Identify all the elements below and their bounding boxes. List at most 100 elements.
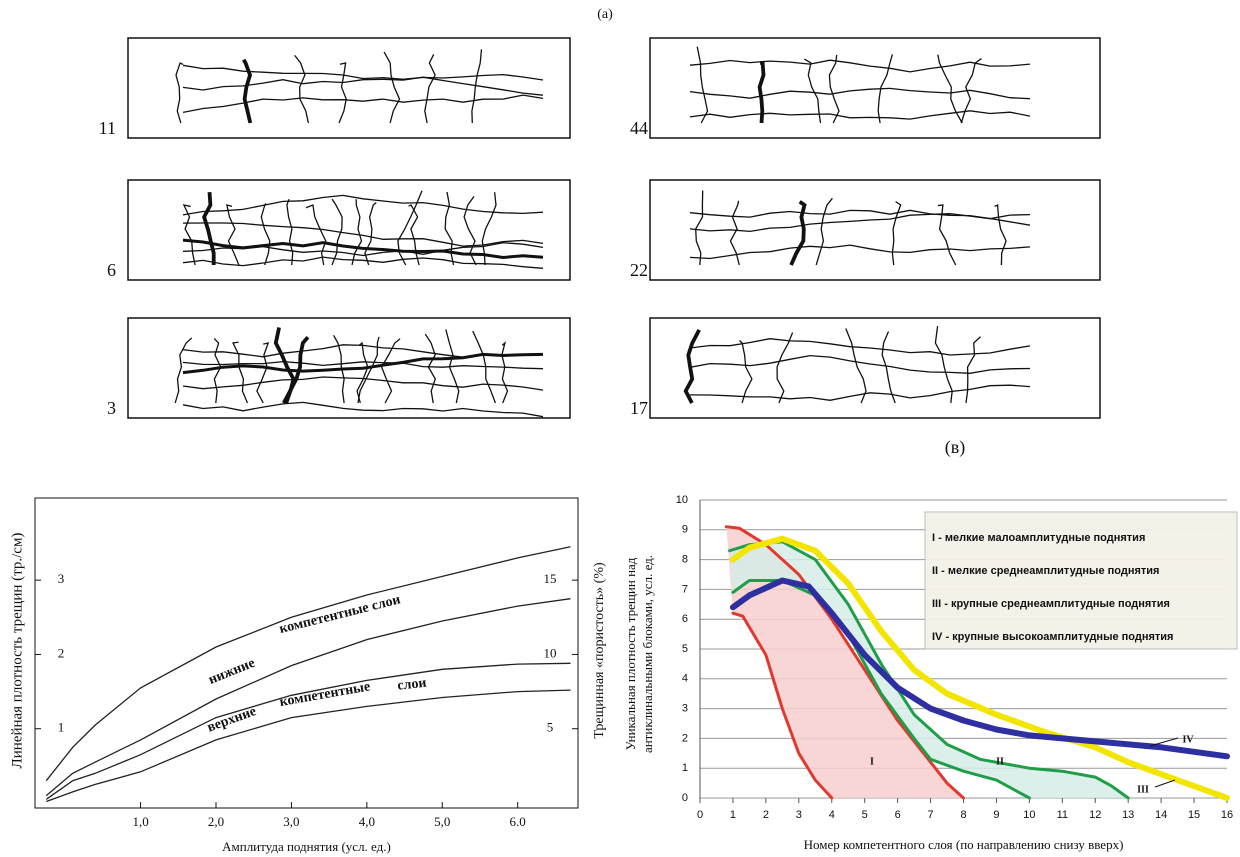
x-tick-label: 0 <box>697 809 703 821</box>
x-tick-label: 1 <box>730 809 736 821</box>
y-axis-label: Уникальная плотность трещин над <box>623 557 638 750</box>
x-tick-label: 3,0 <box>283 814 299 829</box>
crack <box>776 332 794 404</box>
y-tick-label: 9 <box>682 524 688 536</box>
crack <box>789 200 807 266</box>
crack <box>380 338 401 404</box>
x-tick-label: 6.0 <box>510 814 526 829</box>
crack <box>260 202 271 266</box>
y-tick-label: 5 <box>682 643 688 655</box>
crack <box>408 204 420 266</box>
crack <box>294 54 310 124</box>
x-tick-label: 2 <box>763 809 769 821</box>
crack <box>213 338 222 404</box>
crack <box>331 198 343 266</box>
crack <box>226 204 240 266</box>
crack <box>881 331 896 404</box>
panel-number: 6 <box>107 260 116 280</box>
y2-tick-label: 10 <box>544 645 557 660</box>
legend-entry: I - мелкие малоамплитудные поднятия <box>932 532 1145 544</box>
panel-number: 11 <box>99 118 116 138</box>
panel-box <box>649 37 1101 139</box>
curve <box>729 535 1230 801</box>
crack <box>182 222 544 247</box>
legend-entry: IV - крупные высокоамплитудные поднятия <box>932 631 1173 643</box>
crack <box>182 376 544 391</box>
curve-label: I <box>870 756 874 767</box>
crack <box>994 203 1007 266</box>
panel-number: 3 <box>107 398 116 418</box>
crack <box>256 342 270 404</box>
y2-tick-label: 15 <box>544 571 557 586</box>
y-tick-label: 0 <box>682 792 688 804</box>
x-tick-label: 4 <box>829 809 835 821</box>
y2-tick-label: 5 <box>547 720 554 735</box>
legend-entry: II - мелкие среднеамплитудные поднятия <box>932 565 1159 577</box>
y-tick-label: 3 <box>58 571 65 586</box>
crack <box>182 401 544 418</box>
curve <box>45 662 571 800</box>
crack <box>364 201 377 266</box>
curve <box>729 577 1230 760</box>
crack <box>689 110 1031 120</box>
annotation: слои <box>397 676 428 694</box>
x-tick-label: 7 <box>928 809 934 821</box>
y-tick-label: 1 <box>58 720 65 735</box>
crack <box>845 328 867 404</box>
curve <box>46 689 571 803</box>
crack <box>815 197 833 266</box>
crack <box>444 191 455 266</box>
crack <box>356 341 369 404</box>
panel-label: (a) <box>597 7 613 22</box>
x-tick-label: 5 <box>862 809 868 821</box>
crack <box>424 333 437 404</box>
crack <box>182 360 544 370</box>
x-tick-label: 9 <box>993 809 999 821</box>
crack <box>182 204 196 266</box>
y-tick-label: 2 <box>58 645 65 660</box>
annotation: компетентные <box>279 679 372 710</box>
crack <box>182 194 544 216</box>
panel-box <box>127 179 571 281</box>
plot-frame <box>34 497 579 809</box>
curve <box>45 598 571 797</box>
crack <box>424 54 436 124</box>
crack <box>757 61 766 124</box>
crack <box>803 58 822 124</box>
x-tick-label: 14 <box>1155 809 1167 821</box>
curve <box>724 525 965 800</box>
crack <box>828 54 840 124</box>
crack <box>282 335 310 404</box>
curve-label: III <box>1137 784 1149 795</box>
y-tick-label: 3 <box>682 703 688 715</box>
crack <box>182 242 544 257</box>
crack <box>501 341 509 404</box>
x-tick-label: 13 <box>1122 809 1134 821</box>
crack <box>965 336 981 404</box>
crack <box>696 46 709 124</box>
crack <box>689 384 1031 401</box>
panel-label: (в) <box>945 437 966 458</box>
crack <box>174 337 193 404</box>
annotation: компетентные слои <box>278 592 402 637</box>
crack <box>937 54 963 124</box>
x-tick-label: 3 <box>796 809 802 821</box>
y2-axis-label: Трещинная «пористость» (%) <box>592 562 607 739</box>
curve-label: II <box>996 756 1004 767</box>
crack <box>481 192 497 266</box>
panel-number: 17 <box>630 398 648 418</box>
curve <box>728 540 1130 800</box>
crack <box>695 190 704 266</box>
x-tick-label: 4,0 <box>359 814 375 829</box>
y-tick-label: 10 <box>676 494 688 506</box>
crack <box>182 256 544 269</box>
crack <box>182 238 544 260</box>
x-tick-label: 15 <box>1188 809 1200 821</box>
x-tick-label: 8 <box>960 809 966 821</box>
y-tick-label: 2 <box>682 732 688 744</box>
crack <box>286 198 294 266</box>
panel-number: 22 <box>630 260 648 280</box>
leader <box>1149 737 1179 747</box>
annotation: верхние <box>205 704 258 736</box>
panel-box <box>649 179 1101 281</box>
